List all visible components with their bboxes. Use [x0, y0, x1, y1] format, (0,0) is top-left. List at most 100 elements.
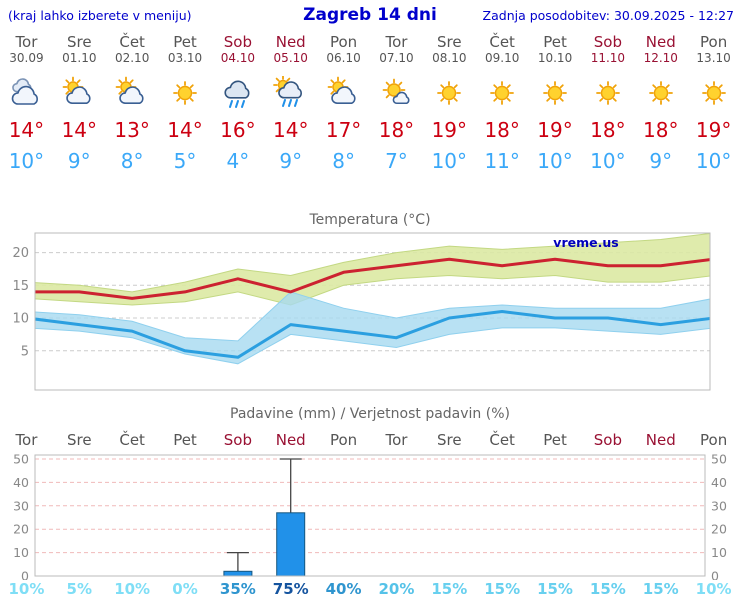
last-updated: Zadnja posodobitev: 30.09.2025 - 12:27: [482, 8, 734, 23]
temperature-chart-title: Temperatura (°C): [309, 212, 431, 228]
day-name: Čet: [489, 33, 515, 51]
forecast-strip: Tor 30.09 14° 10° Sre 01.10 14° 9° Čet 0…: [0, 31, 740, 174]
day-date: 07.10: [379, 51, 414, 65]
day-name: Ned: [275, 33, 306, 51]
precip-day-label: Pon: [700, 431, 728, 449]
precip-probability: 35%: [219, 580, 256, 598]
low-temp: 10°: [8, 149, 45, 173]
day-name: Sre: [437, 33, 462, 51]
high-temp: 14°: [167, 118, 203, 142]
precip-probability: 20%: [378, 580, 415, 598]
forecast-day-10.10[interactable]: Pet 10.10 19° 10°: [529, 31, 582, 174]
forecast-day-08.10[interactable]: Sre 08.10 19° 10°: [423, 31, 476, 174]
weather-icon-cell: [0, 70, 53, 116]
partly-cloudy-icon: [327, 76, 356, 104]
sunny-icon: [595, 81, 620, 105]
precip-probability: 75%: [272, 580, 309, 598]
precip-probability: 15%: [642, 580, 679, 598]
precip-day-label: Sob: [223, 431, 252, 449]
day-date: 13.10: [696, 51, 731, 65]
low-temp: 5°: [173, 149, 197, 173]
day-name: Pon: [700, 33, 728, 51]
day-date: 09.10: [484, 51, 520, 65]
sunny-icon: [543, 81, 567, 105]
forecast-day-05.10[interactable]: Ned 05.10 14° 9°: [264, 31, 317, 174]
watermark: vreme.us: [553, 235, 618, 250]
day-date: 12.10: [643, 51, 678, 65]
precip-probability: 15%: [484, 580, 521, 598]
precip-day-label: Sre: [437, 431, 462, 449]
high-temp: 19°: [537, 118, 573, 142]
day-date: 10.10: [537, 51, 573, 65]
sunny-icon: [701, 81, 726, 105]
sunny-icon: [490, 81, 515, 105]
forecast-day-01.10[interactable]: Sre 01.10 14° 9°: [53, 31, 106, 174]
low-temp: 9°: [649, 149, 673, 173]
precip-day-label: Čet: [119, 431, 145, 449]
sunny-icon: [173, 81, 197, 105]
forecast-day-02.10[interactable]: Čet 02.10 13° 8°: [106, 31, 159, 174]
temperature-chart: 5 10 15 20 vreme.us: [0, 230, 740, 396]
low-temp: 8°: [332, 149, 355, 173]
precip-bar: [223, 570, 253, 577]
precip-probability: 5%: [66, 580, 93, 598]
temp-y-tick: 5: [21, 344, 29, 359]
forecast-day-13.10[interactable]: Pon 13.10 19° 10°: [687, 31, 740, 174]
low-temp: 10°: [590, 149, 626, 173]
forecast-day-07.10[interactable]: Tor 07.10 18° 7°: [370, 31, 423, 174]
precip-y-tick-right: 50: [711, 452, 727, 467]
precip-y-tick-left: 10: [13, 545, 29, 560]
partly-cloudy-icon: [62, 76, 91, 104]
high-temp: 18°: [643, 118, 679, 142]
forecast-day-04.10[interactable]: Sob 04.10 16° 4°: [211, 31, 264, 174]
weather-icon-cell: [317, 70, 370, 116]
forecast-day-12.10[interactable]: Ned 12.10 18° 9°: [634, 31, 687, 174]
precip-probability: 10%: [8, 580, 45, 598]
precip-day-label: Pet: [173, 431, 197, 449]
day-date: 05.10: [273, 51, 308, 65]
day-date: 30.09: [9, 51, 44, 65]
day-name: Pet: [173, 33, 197, 51]
precip-probability: 10%: [695, 580, 732, 598]
location-menu-note: (kraj lahko izberete v meniju): [8, 8, 192, 23]
precip-y-tick-left: 20: [13, 522, 29, 537]
partly-cloudy-icon: [115, 76, 144, 104]
precip-y-tick-left: 0: [21, 569, 29, 581]
day-date: 06.10: [326, 51, 361, 65]
precip-day-label: Tor: [15, 431, 38, 449]
precip-y-tick-left: 40: [13, 475, 29, 490]
day-name: Sob: [593, 33, 622, 51]
weather-icon-cell: [106, 70, 159, 116]
forecast-day-11.10[interactable]: Sob 11.10 18° 10°: [581, 31, 634, 174]
weather-icon-cell: [211, 70, 264, 116]
forecast-day-06.10[interactable]: Pon 06.10 17° 8°: [317, 31, 370, 174]
precip-day-label: Tor: [385, 431, 408, 449]
temp-y-tick: 10: [12, 312, 29, 327]
min_temp-line: [35, 310, 710, 359]
temp-y-tick: 15: [12, 279, 29, 294]
precip-day-label: Sre: [66, 431, 92, 449]
precip-probability: 40%: [325, 580, 362, 598]
precip-probability: 15%: [589, 580, 626, 598]
precip-y-tick-right: 30: [711, 498, 727, 513]
weather-icon-cell: [581, 70, 634, 116]
precip-probability: 15%: [431, 580, 468, 598]
high-temp: 14°: [273, 118, 309, 142]
low-temp: 10°: [537, 149, 573, 173]
precip-day-label: Sob: [593, 431, 622, 449]
forecast-day-09.10[interactable]: Čet 09.10 18° 11°: [476, 31, 529, 174]
precip-y-tick-left: 30: [13, 498, 29, 513]
low-temp: 10°: [431, 149, 468, 173]
day-date: 04.10: [220, 51, 256, 65]
low-temp: 11°: [484, 149, 520, 173]
forecast-day-30.09[interactable]: Tor 30.09 14° 10°: [0, 31, 53, 174]
page-title: Zagreb 14 dni: [303, 5, 437, 25]
precip-day-label-row: Tor Sre Čet Pet Sob Ned Pon Tor Sre Čet Pet Sob Ned P…: [0, 430, 740, 450]
precip-y-tick-right: 10: [711, 545, 727, 560]
precip-probability: 0%: [172, 580, 198, 598]
weather-icon-cell: [423, 70, 476, 116]
header: (kraj lahko izberete v meniju) Zagreb 14…: [0, 0, 740, 31]
forecast-day-03.10[interactable]: Pet 03.10 14° 5°: [159, 31, 212, 174]
temperature-chart-svg: 5 10 15 20 vreme.us: [12, 232, 711, 391]
